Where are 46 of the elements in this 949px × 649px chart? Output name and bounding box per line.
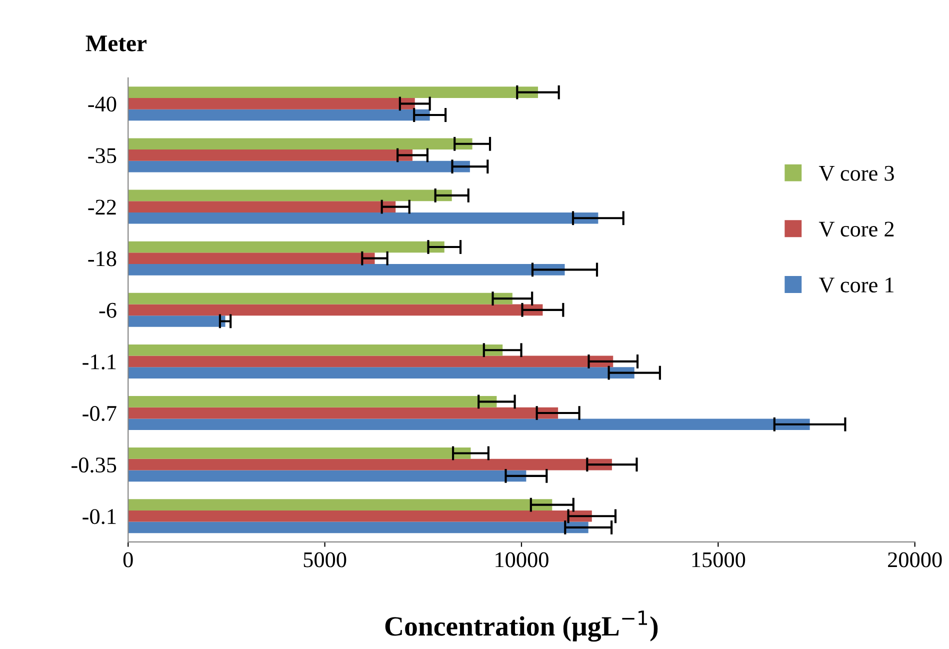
bar (128, 304, 543, 316)
y-axis-title: Meter (86, 36, 146, 52)
x-axis-title: Concentration (µgL$^{−1}$) (385, 610, 658, 642)
bar (128, 407, 558, 419)
bar (128, 470, 526, 482)
legend-label: V core 2 (818, 222, 894, 237)
x-tick-label: 0 (123, 552, 133, 568)
bar (128, 344, 503, 356)
bar (128, 458, 612, 470)
y-tick-label: -6 (99, 302, 116, 318)
bar (128, 190, 452, 202)
bar (128, 292, 512, 304)
legend-label: V core 1 (818, 278, 894, 293)
bar (128, 252, 375, 264)
bar (128, 264, 565, 276)
bar (128, 150, 413, 161)
y-tick-label: -18 (88, 251, 116, 266)
bar (128, 98, 415, 110)
legend-label: V core 3 (818, 166, 894, 181)
y-tick-label: -0.7 (82, 406, 116, 422)
x-tick-label: 10000 (496, 552, 548, 568)
x-tick-label: 15000 (692, 552, 746, 568)
bar (128, 418, 810, 430)
y-tick-label: -0.35 (72, 458, 116, 473)
bar (128, 316, 226, 327)
bar (128, 522, 588, 534)
bar (128, 201, 396, 212)
y-tick-label: -0.1 (82, 509, 116, 524)
bar (128, 510, 592, 522)
bar (128, 138, 472, 150)
bar (128, 367, 634, 378)
bar (128, 499, 552, 510)
bar (128, 109, 430, 121)
bar (128, 86, 538, 98)
bar (128, 356, 614, 368)
y-tick-label: -1.1 (82, 354, 116, 370)
x-tick-label: 20000 (888, 552, 942, 568)
bar (128, 448, 471, 459)
bar (128, 241, 444, 253)
y-tick-label: -35 (88, 148, 116, 164)
bar (128, 212, 598, 224)
y-tick-label: -22 (88, 200, 116, 214)
bar (128, 160, 470, 172)
bar (128, 396, 497, 408)
x-tick-label: 5000 (304, 552, 346, 568)
y-tick-label: -40 (88, 96, 116, 112)
